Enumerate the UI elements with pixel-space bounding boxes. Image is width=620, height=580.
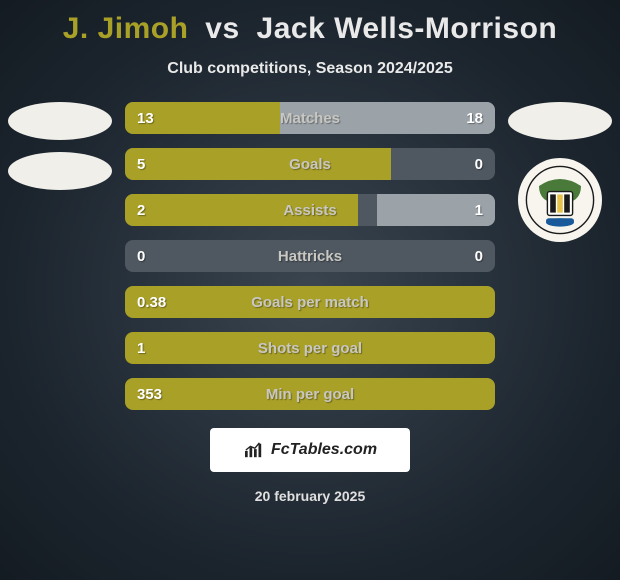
date-label: 20 february 2025 (0, 488, 620, 504)
club-badge (518, 158, 602, 242)
avatar-placeholder (8, 102, 112, 140)
bar-left-fill (125, 102, 280, 134)
avatar-placeholder (508, 102, 612, 140)
bar-left-fill (125, 286, 495, 318)
bar-right-fill (280, 102, 495, 134)
club-crest-icon (525, 165, 595, 235)
player1-name: J. Jimoh (63, 12, 189, 45)
stat-row: Assists21 (125, 194, 495, 226)
stat-bars: Matches1318 Goals50 Assists21 Hattricks00 Go… (125, 102, 495, 410)
bars-area: Matches1318 Goals50 Assists21 Hattricks00 Go… (0, 102, 620, 410)
stat-row: Matches1318 (125, 102, 495, 134)
left-avatar-column (8, 102, 112, 190)
stat-row: Hattricks00 (125, 240, 495, 272)
bar-left-fill (125, 378, 495, 410)
subtitle: Club competitions, Season 2024/2025 (0, 60, 620, 78)
player2-name: Jack Wells-Morrison (257, 12, 558, 45)
stat-row: Min per goal353 (125, 378, 495, 410)
stat-row: Goals per match0.38 (125, 286, 495, 318)
bar-right-fill (377, 194, 495, 226)
watermark-text: FcTables.com (271, 441, 377, 459)
avatar-placeholder (8, 152, 112, 190)
watermark-badge: FcTables.com (210, 428, 410, 472)
stat-row: Shots per goal1 (125, 332, 495, 364)
bar-left-fill (125, 148, 391, 180)
right-avatar-column (508, 102, 612, 242)
vs-separator: vs (205, 12, 239, 45)
chart-icon (243, 441, 265, 459)
comparison-title: J. Jimoh vs Jack Wells-Morrison (0, 0, 620, 46)
bar-left-fill (125, 332, 495, 364)
bar-left-fill (125, 194, 358, 226)
stat-row: Goals50 (125, 148, 495, 180)
